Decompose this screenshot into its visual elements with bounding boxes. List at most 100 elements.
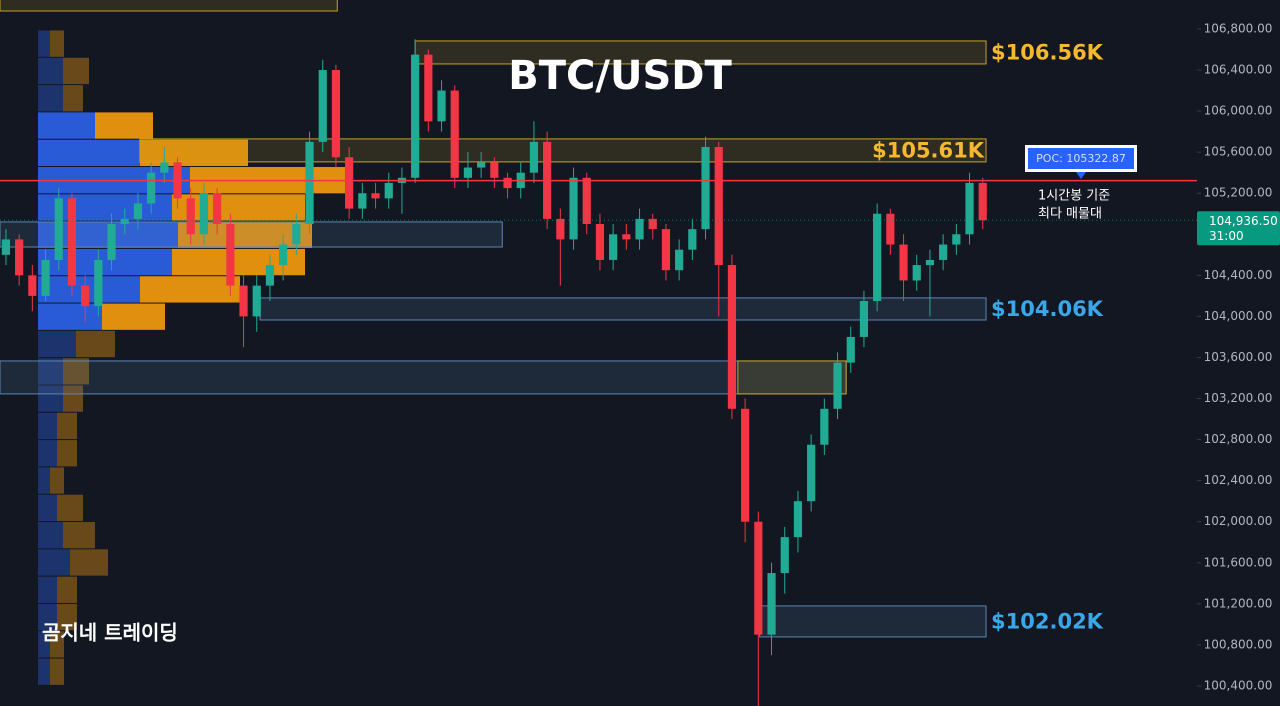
candle-body [727,265,737,409]
y-tick-label: 104,400.00 [1204,268,1273,282]
candle-body [120,218,129,225]
zone [0,221,503,248]
profile-sell [63,57,89,85]
candle-body [767,573,776,635]
candle-body [133,203,143,219]
zone [0,0,338,12]
candle-body [846,336,855,363]
candle-body [15,239,24,276]
profile-sell [63,522,95,549]
profile-buy [38,603,57,631]
candle-body [912,265,921,281]
candle-body [463,167,473,178]
profile-sell [57,494,83,522]
candle-body [635,218,644,240]
zone-label: $105.61K [872,138,985,162]
candle-body [833,362,842,409]
y-tick-label: 102,800.00 [1204,432,1273,446]
candle-body [675,249,684,271]
candles [1,39,987,706]
profile-sell [50,658,64,685]
axis-background [1197,0,1280,706]
profile-buy [38,467,50,494]
candle-body [279,244,288,266]
candle-body [28,275,37,296]
candle-body [965,182,974,235]
profile-sell [50,30,64,57]
candle-body [939,244,948,260]
candle-body [978,182,987,221]
y-tick-label: 105,600.00 [1204,145,1273,159]
candle-body [424,54,433,122]
y-tick-label: 104,000.00 [1204,309,1273,323]
zones [0,0,987,638]
candle-body [107,224,116,260]
profile-buy [38,385,63,412]
profile-buy [38,112,95,139]
candle-body [450,90,459,178]
price-axis: 100,400.00 100,800.00 101,200.00 101,600.00… [1197,0,1280,706]
candle-body [1,239,11,255]
candle-body [582,177,591,225]
candle-body [780,537,789,574]
candle-body [609,234,618,260]
profile-buy [38,303,102,330]
profile-buy [38,549,70,576]
profile-buy [38,139,140,167]
profile-sell [57,440,77,467]
profile-sell [102,303,165,330]
candle-body [859,301,869,337]
poc-label-box [1028,148,1134,169]
profile-sell [57,576,77,603]
candle-body [701,147,710,230]
candle-body [477,162,486,168]
candle-body [556,218,565,240]
poc-label: POC: 105322.87 [1036,152,1126,165]
annotation: 최다 매물대 [1038,207,1102,222]
profile-buy [38,85,63,112]
y-tick-label: 103,600.00 [1204,350,1273,364]
candle-body [252,285,261,317]
candle-body [437,90,446,122]
candle-body [213,193,222,225]
candle-body [67,198,77,286]
candle-body [807,444,816,502]
zone [759,605,987,638]
y-tick-label: 101,600.00 [1204,555,1273,569]
profile-buy [38,494,57,522]
y-tick-label: 102,400.00 [1204,473,1273,487]
candle-body [741,408,750,522]
candle-body [54,198,63,260]
candle-body [292,224,301,245]
candle-body [226,224,235,286]
profile-sell [63,385,83,412]
profile-buy [38,576,57,603]
candle-body [41,259,50,296]
candle-body [160,162,169,173]
profile-sell [70,549,108,576]
candle-body [595,224,605,260]
candle-body [793,501,803,538]
profile-buy [38,330,76,358]
candle-body [661,229,671,271]
candle-body [925,259,935,266]
candle-body [529,141,539,173]
profile-sell [95,112,153,139]
profile-sell [63,358,89,385]
candle-body [186,198,195,235]
zone [139,138,987,163]
watermark: 곰지네 트레이딩 [42,621,178,645]
zone-label: $102.02K [991,609,1104,633]
candle-body [411,54,420,178]
y-tick-label: 106,000.00 [1204,104,1273,118]
candle-body [81,285,90,307]
candle-body [503,177,512,189]
candle-body [371,193,380,199]
zone-label: $104.06K [991,297,1104,321]
poc-label-pointer [1076,172,1086,179]
profile-sell [57,412,77,440]
y-tick-label: 100,800.00 [1204,637,1273,651]
y-tick-label: 106,400.00 [1204,63,1273,77]
profile-sell [50,631,64,658]
